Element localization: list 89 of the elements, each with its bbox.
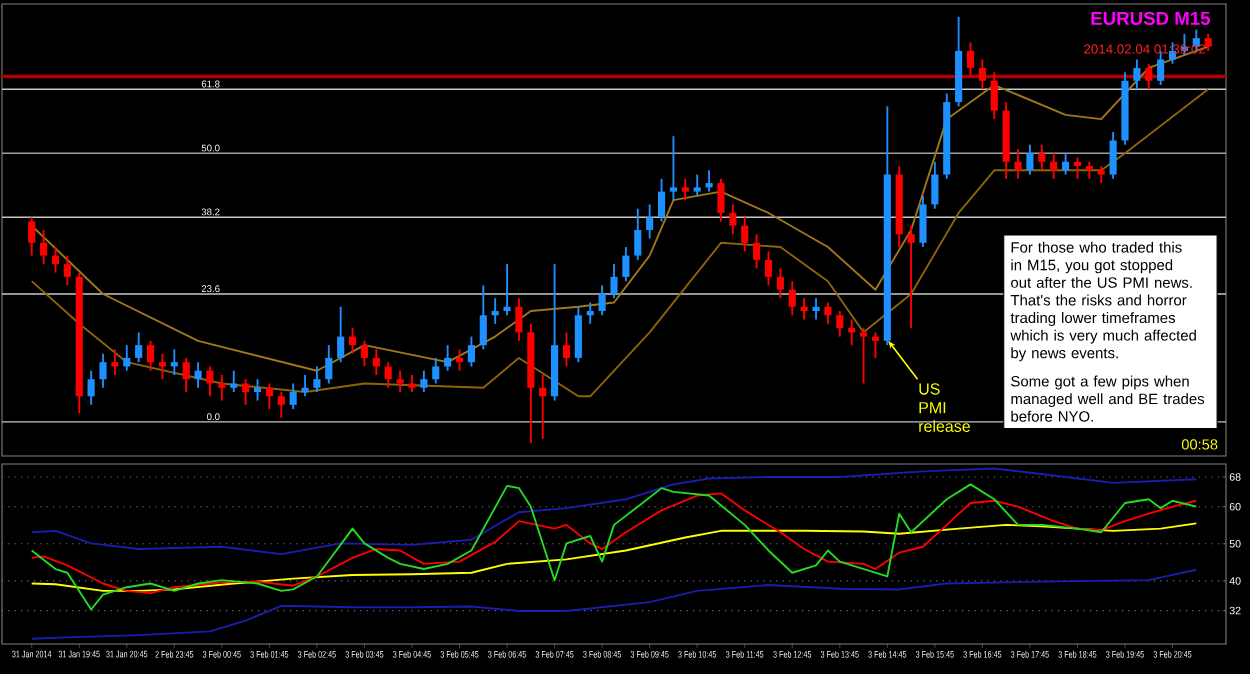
candlestick [265,382,273,411]
candlestick [562,331,571,368]
candlestick [586,301,594,325]
candlestick [455,348,464,372]
candlestick [63,254,71,287]
chart-title: EURUSD M15 [1091,11,1211,25]
candlestick [634,207,642,261]
candlestick [349,327,357,355]
candlestick [919,194,927,248]
candlestick [301,374,309,398]
candlestick [170,348,178,376]
candlestick [1133,58,1141,91]
candlestick [693,173,701,197]
candlestick [479,284,487,351]
candlestick [669,135,677,202]
candlestick [313,365,321,393]
candlestick [206,365,214,398]
candlestick [681,177,689,202]
candlestick [764,250,773,287]
candlestick [646,203,654,240]
candlestick [123,344,131,372]
candlestick [622,246,630,283]
candlestick [289,382,297,411]
candlestick [325,344,333,385]
candlestick [800,297,808,321]
candlestick [1109,130,1117,180]
candlestick [467,335,475,368]
candlestick [1014,148,1022,180]
candlestick [871,331,880,359]
candlestick [907,224,915,330]
candlestick [1145,62,1153,91]
annotation: US PMI release [919,383,970,432]
candlestick [135,331,143,364]
candlestick [574,305,582,364]
candlestick [966,41,975,78]
line-series [30,492,1198,595]
candlestick [657,177,666,223]
candlestick [491,297,499,325]
candlestick [146,339,155,372]
candlestick [788,280,796,317]
candlestick [836,310,844,338]
candlestick [384,361,392,389]
candlestick [360,339,369,368]
candlestick [753,233,761,270]
line-series [30,467,1198,556]
candlestick [1062,152,1070,176]
candlestick [1026,143,1034,176]
candlestick [1073,156,1082,180]
candlestick [515,297,523,342]
candlestick [28,216,36,257]
candlestick [741,216,749,253]
candlestick [182,356,190,393]
candlestick [99,352,107,389]
candlestick [242,378,250,406]
candlestick [859,327,868,385]
candlestick [824,301,832,325]
candlestick [776,267,784,300]
candlestick [931,160,939,210]
candlestick [990,71,998,121]
candlestick [848,318,856,347]
candlestick [420,369,428,393]
candlestick [1050,152,1058,180]
candlestick [218,374,226,402]
candlestick [230,369,238,393]
candlestick [812,297,820,321]
candlestick [610,263,618,300]
candlestick [503,263,511,317]
candlestick [598,284,606,317]
candlestick [253,378,262,402]
candlestick [40,229,48,266]
line-series [30,522,1198,592]
candlestick [444,344,452,372]
candlestick [396,369,404,393]
line-series [30,568,1198,640]
candlestick [978,58,986,91]
candlestick [158,352,166,381]
candlestick [539,374,547,440]
candlestick [194,361,202,389]
candlestick [432,356,440,385]
candlestick [51,246,60,274]
candlestick [111,348,119,376]
candlestick [705,169,713,193]
candlestick [372,348,380,376]
candlestick [277,391,285,419]
candlestick [337,305,345,364]
candlestick [729,203,737,236]
candlestick [1038,143,1046,172]
candlestick [87,369,95,406]
candlestick [717,177,725,223]
